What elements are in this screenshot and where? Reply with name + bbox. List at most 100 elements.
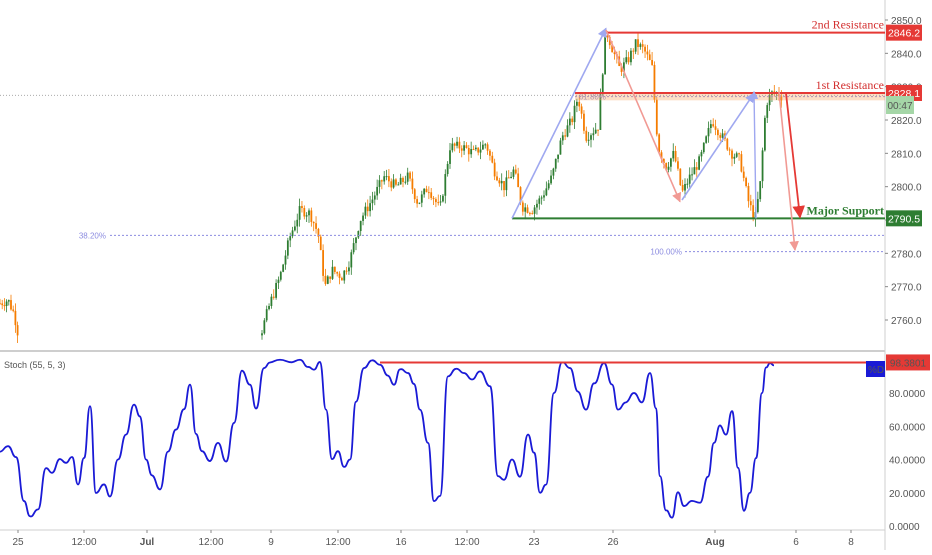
- candle-body: [573, 105, 576, 123]
- pattern-arrow-down: [605, 29, 681, 203]
- time-tick-label: 12:00: [198, 537, 223, 548]
- osc-tick-label: 20.0000: [889, 489, 926, 500]
- time-tick-label: 9: [268, 537, 274, 548]
- candle-body: [369, 203, 371, 212]
- candle-body: [456, 141, 458, 146]
- candle-body: [7, 300, 10, 302]
- candle-body: [540, 197, 543, 199]
- candle-body: [460, 148, 463, 151]
- price-tick-label: 2840.0: [891, 49, 922, 60]
- candle-body: [364, 206, 367, 216]
- candle-body: [564, 135, 567, 137]
- candle-body: [611, 45, 614, 53]
- candle-body: [272, 296, 275, 298]
- candle-body: [691, 174, 693, 176]
- candle-body: [359, 220, 362, 232]
- candle-body: [465, 145, 468, 148]
- candle-body: [0, 303, 1, 305]
- fibonacci-label: 100.00%: [650, 248, 682, 257]
- time-tick-label: 6: [793, 537, 799, 548]
- candle-body: [557, 154, 559, 159]
- time-tick-label: 8: [848, 537, 854, 548]
- candle-body: [554, 158, 557, 169]
- candle-body: [3, 305, 6, 307]
- level-price-tag-text: 2790.5: [888, 213, 920, 225]
- candle-body: [780, 96, 783, 101]
- candle-body: [305, 215, 308, 217]
- candle-body: [583, 113, 585, 131]
- time-tick-label: 12:00: [71, 537, 96, 548]
- candle-body: [536, 203, 538, 208]
- candle-body: [606, 35, 609, 38]
- candle-body: [545, 188, 548, 196]
- candle-body: [437, 202, 440, 204]
- candle-body: [345, 270, 348, 272]
- candle-body: [648, 54, 651, 60]
- osc-tick-label: 60.0000: [889, 422, 926, 433]
- candle-body: [409, 172, 411, 179]
- candle-body: [439, 201, 442, 203]
- candle-body: [568, 118, 571, 126]
- oscillator-value-tag-text: 98.3801: [890, 358, 927, 369]
- candle-body: [500, 181, 503, 184]
- candle-body: [458, 141, 461, 149]
- price-tick-label: 2800.0: [891, 183, 922, 194]
- candle-body: [498, 180, 501, 184]
- pattern-arrow-down: [778, 91, 799, 251]
- price-tick-label: 2760.0: [891, 316, 922, 327]
- level-price-tag-bg: [886, 210, 922, 227]
- candle-body: [550, 175, 552, 184]
- candle-body: [286, 240, 289, 256]
- candle-body: [507, 177, 510, 179]
- candle-body: [418, 202, 421, 204]
- candle-body: [435, 199, 437, 203]
- candle-body: [660, 152, 663, 159]
- candle-body: [270, 296, 273, 306]
- time-tick-label: 12:00: [454, 537, 479, 548]
- candle-body: [759, 181, 762, 200]
- candle-body: [613, 52, 616, 55]
- candle-body: [333, 266, 336, 272]
- candle-body: [261, 333, 263, 336]
- candle-body: [597, 129, 599, 131]
- candle-body: [413, 189, 416, 200]
- candle-body: [608, 37, 611, 46]
- candle-body: [275, 282, 277, 298]
- candle-body: [686, 183, 689, 185]
- candle-body: [677, 161, 679, 169]
- candle-body: [559, 140, 562, 155]
- candle-body: [399, 177, 402, 185]
- candle-body: [329, 276, 332, 279]
- candle-body: [357, 231, 360, 238]
- time-tick-label: 25: [12, 537, 24, 548]
- resistance-label: 1st Resistance: [816, 78, 884, 92]
- candle-body: [641, 44, 644, 47]
- candle-body: [470, 149, 473, 155]
- candle-body: [658, 134, 661, 153]
- candle-body: [312, 221, 315, 224]
- candle-body: [688, 174, 691, 184]
- candle-body: [496, 176, 498, 181]
- candle-body: [432, 197, 435, 200]
- oscillator-legend-box: [866, 361, 885, 377]
- candle-body: [341, 277, 343, 281]
- candle-body: [279, 271, 282, 280]
- candle-body: [489, 150, 491, 156]
- level-price-tag: 2846.2: [886, 24, 922, 41]
- candle-body: [733, 156, 736, 159]
- candle-body: [284, 255, 287, 265]
- candle-body: [517, 173, 520, 188]
- candle-body: [451, 143, 454, 151]
- candle-body: [721, 133, 724, 138]
- candle-body: [700, 152, 703, 157]
- candle-body: [672, 150, 675, 159]
- candle-body: [505, 177, 508, 191]
- candle-body: [712, 124, 715, 127]
- candle-body: [385, 176, 388, 178]
- candle-body: [740, 154, 743, 172]
- candle-body: [474, 147, 477, 150]
- candle-body: [397, 184, 400, 186]
- candle-body: [510, 176, 512, 179]
